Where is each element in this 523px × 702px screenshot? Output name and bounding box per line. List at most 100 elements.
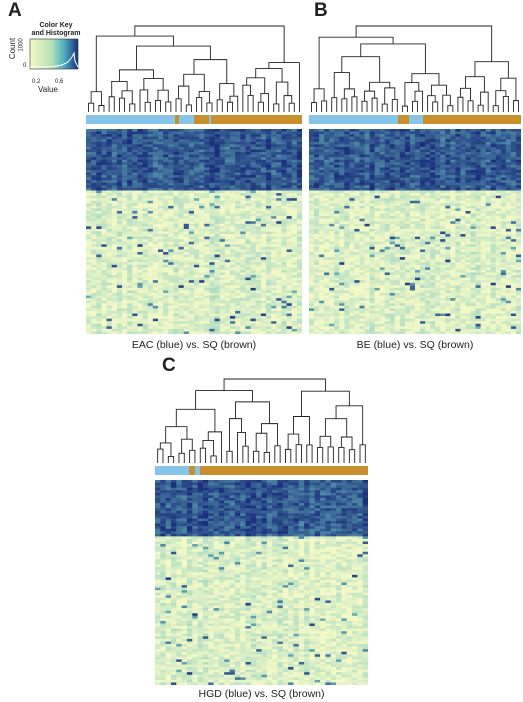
dendrogram-branch-6: [343, 88, 355, 99]
group-bar-segment-0: [155, 466, 190, 475]
dendrogram-a: [88, 25, 300, 112]
dendrogram-branch-18: [255, 432, 268, 453]
dendrogram-branch-5: [129, 103, 136, 112]
dendrogram-branch-5: [181, 438, 193, 454]
dendrogram-branch-11: [165, 101, 172, 112]
dendrogram-branch-26: [306, 444, 313, 463]
dendrogram-branch-28: [316, 447, 324, 463]
dendrogram-branch-20: [198, 90, 210, 103]
dendrogram-branch-12: [391, 98, 398, 112]
dendrogram-branch-34: [492, 105, 499, 112]
dendrogram-branch-14: [369, 81, 391, 92]
dendrogram-branch-26: [193, 59, 228, 84]
color-key-title: Color Key and Histogram: [31, 22, 81, 37]
dendrogram-branch-25: [287, 433, 300, 450]
dendrogram-branch-17: [412, 100, 418, 112]
dendrogram-branch-12: [157, 89, 169, 102]
dendrogram-branch-38: [255, 68, 283, 83]
dendrogram-branch-21: [183, 73, 205, 92]
dendrogram-branch-18: [196, 97, 203, 112]
dendrogram-branch-37: [275, 81, 289, 104]
dendrogram-branch-23: [226, 101, 234, 112]
dendrogram-branch-10: [154, 100, 162, 112]
dendrogram-branch-4: [341, 98, 348, 112]
dendrogram-branch-9: [371, 97, 378, 112]
dendrogram-branch-18: [414, 90, 424, 112]
color-key-ytick-0: 0: [23, 63, 27, 69]
dendrogram-branch-36: [283, 95, 293, 112]
dendrogram-branch-34: [273, 103, 280, 112]
dendrogram-branch-30: [459, 87, 471, 101]
dendrogram-branch-35: [359, 444, 366, 463]
heat-c-cells: [155, 480, 368, 685]
dendrogram-branch-8: [144, 101, 151, 112]
dendrogram-branch-19: [206, 102, 213, 112]
dendrogram-branch-16: [401, 105, 408, 112]
dendrogram-branch-29: [467, 100, 474, 112]
dendrogram-branch-15: [341, 56, 381, 83]
dendrogram-branch-31: [257, 101, 264, 112]
dendrogram-branch-12: [226, 450, 233, 463]
dendrogram-branch-14: [237, 432, 246, 463]
dendrogram-branch-34: [324, 418, 348, 437]
dendrogram-branch-36: [495, 90, 507, 106]
dendrogram-branch-5: [351, 96, 358, 112]
dendrogram-branch-25: [219, 83, 235, 100]
dendrogram-branch-31: [338, 447, 345, 463]
dendrogram-branch-13: [143, 77, 164, 91]
heatmap-b: [309, 129, 521, 334]
dendrogram-branch-38: [223, 378, 326, 392]
heat-b-cells: [309, 129, 521, 334]
dendrogram-branch-13: [242, 445, 249, 463]
dendrogram-branch-0: [88, 102, 95, 112]
heatmap-a: [86, 129, 302, 334]
dendrogram-branch-28: [457, 96, 464, 112]
dendrogram-branch-4: [189, 449, 196, 463]
dendrogram-branch-2: [159, 442, 172, 457]
dendrogram-branch-33: [465, 76, 485, 93]
dendrogram-branch-39: [474, 61, 509, 79]
caption-a: EAC (blue) vs. SQ (brown): [131, 339, 257, 351]
dendrogram-branch-24: [295, 444, 302, 463]
dendrogram-branch-11: [175, 408, 216, 432]
group-bar-segment-2: [408, 115, 424, 124]
dendrogram-branch-3: [108, 96, 115, 112]
group-bar-segment-2: [178, 115, 194, 124]
panel-letter-a: A: [8, 0, 22, 21]
dendrogram-branch-3: [331, 97, 338, 112]
dendrogram-branch-40: [355, 25, 493, 62]
caption-b: BE (blue) vs. SQ (brown): [356, 339, 474, 351]
color-key-xtick-0.2: 0.2: [32, 79, 41, 85]
dendrogram-branch-24: [430, 84, 447, 96]
group-bar-segment-3: [199, 466, 368, 475]
dendrogram-branch-36: [335, 405, 364, 445]
group-bar-segment-4: [209, 115, 212, 124]
dendrogram-branch-26: [360, 43, 426, 74]
dendrogram-branch-7: [199, 447, 207, 463]
dendrogram-branch-19: [404, 82, 420, 107]
dendrogram-branch-10: [364, 90, 376, 102]
dendrogram-branch-29: [327, 446, 334, 463]
dendrogram-branch-7: [333, 72, 350, 98]
group-bar-c: [155, 466, 368, 475]
dendrogram-branch-20: [261, 423, 278, 446]
dendrogram-branch-21: [427, 95, 436, 112]
dendrogram-branch-23: [285, 448, 292, 463]
group-bar-segment-1: [398, 115, 409, 124]
dendrogram-branch-9: [139, 89, 149, 112]
dendrogram-branch-16: [185, 104, 192, 112]
group-bar-segment-2: [195, 466, 200, 475]
dendrogram-branch-4: [118, 97, 126, 112]
dendrogram-branch-1: [321, 100, 328, 112]
dendrogram-branch-20: [432, 101, 439, 112]
color-key-xlabel: Value: [38, 85, 58, 94]
dendrogram-branch-40: [134, 25, 285, 63]
dendrogram-branch-1: [98, 105, 105, 112]
dendrogram-branch-30: [242, 84, 252, 112]
heat-a-cells: [86, 129, 302, 334]
dendrogram-branch-32: [348, 449, 356, 463]
dendrogram-branch-22: [447, 105, 454, 112]
color-key-xtick-0.6: 0.6: [55, 79, 64, 85]
dendrogram-branch-8: [210, 455, 217, 463]
dendrogram-branch-15: [175, 98, 182, 112]
